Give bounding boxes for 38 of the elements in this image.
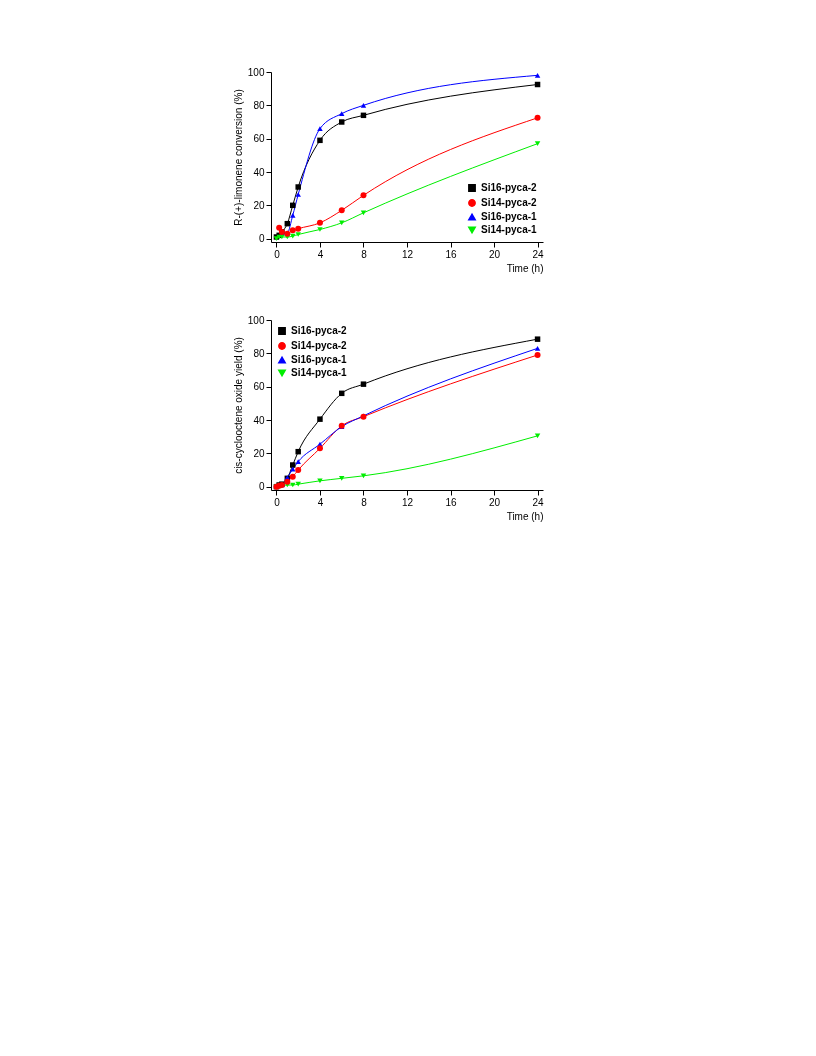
x-tick-label: 24 — [532, 496, 545, 508]
x-tick-label: 12 — [401, 248, 414, 260]
x-tick-label: 0 — [274, 248, 281, 260]
y-tick-label: 0 — [258, 481, 265, 493]
x-tick-label: 20 — [488, 248, 501, 260]
y-tick-label: 100 — [247, 314, 265, 326]
x-tick-label: 4 — [317, 496, 324, 508]
y-tick-label: 20 — [253, 199, 265, 211]
legend-label: Si16-pyca-2 — [291, 325, 348, 336]
x-tick-label: 24 — [532, 248, 545, 260]
legend-label: Si14-pyca-1 — [291, 367, 348, 378]
x-axis-title: Time (h) — [506, 510, 544, 522]
y-tick-label: 80 — [253, 347, 265, 359]
legend-label: Si14-pyca-2 — [291, 340, 348, 351]
legend-label: Si16-pyca-1 — [291, 354, 348, 365]
legend-label: Si16-pyca-1 — [481, 211, 538, 222]
y-tick-label: 40 — [253, 414, 265, 426]
x-tick-label: 16 — [445, 248, 458, 260]
legend-label: Si14-pyca-1 — [481, 224, 538, 235]
legend-label: Si14-pyca-2 — [481, 197, 538, 208]
y-axis-title: R-(+)-limonene conversion (%) — [232, 89, 244, 226]
y-tick-label: 20 — [253, 447, 265, 459]
legend-label: Si16-pyca-2 — [481, 182, 538, 193]
x-tick-label: 0 — [274, 496, 281, 508]
y-tick-label: 0 — [258, 233, 265, 245]
x-tick-label: 20 — [488, 496, 501, 508]
x-tick-label: 4 — [317, 248, 324, 260]
y-axis-title: cis-cyclooctene oxide yield (%) — [232, 337, 244, 474]
x-tick-label: 8 — [361, 248, 368, 260]
y-tick-label: 60 — [253, 133, 265, 145]
x-axis-title: Time (h) — [506, 262, 544, 274]
x-tick-label: 8 — [361, 496, 368, 508]
x-tick-label: 16 — [445, 496, 458, 508]
y-tick-label: 60 — [253, 381, 265, 393]
y-tick-label: 100 — [247, 66, 265, 78]
x-tick-label: 12 — [401, 496, 414, 508]
y-tick-label: 40 — [253, 166, 265, 178]
y-tick-label: 80 — [253, 99, 265, 111]
